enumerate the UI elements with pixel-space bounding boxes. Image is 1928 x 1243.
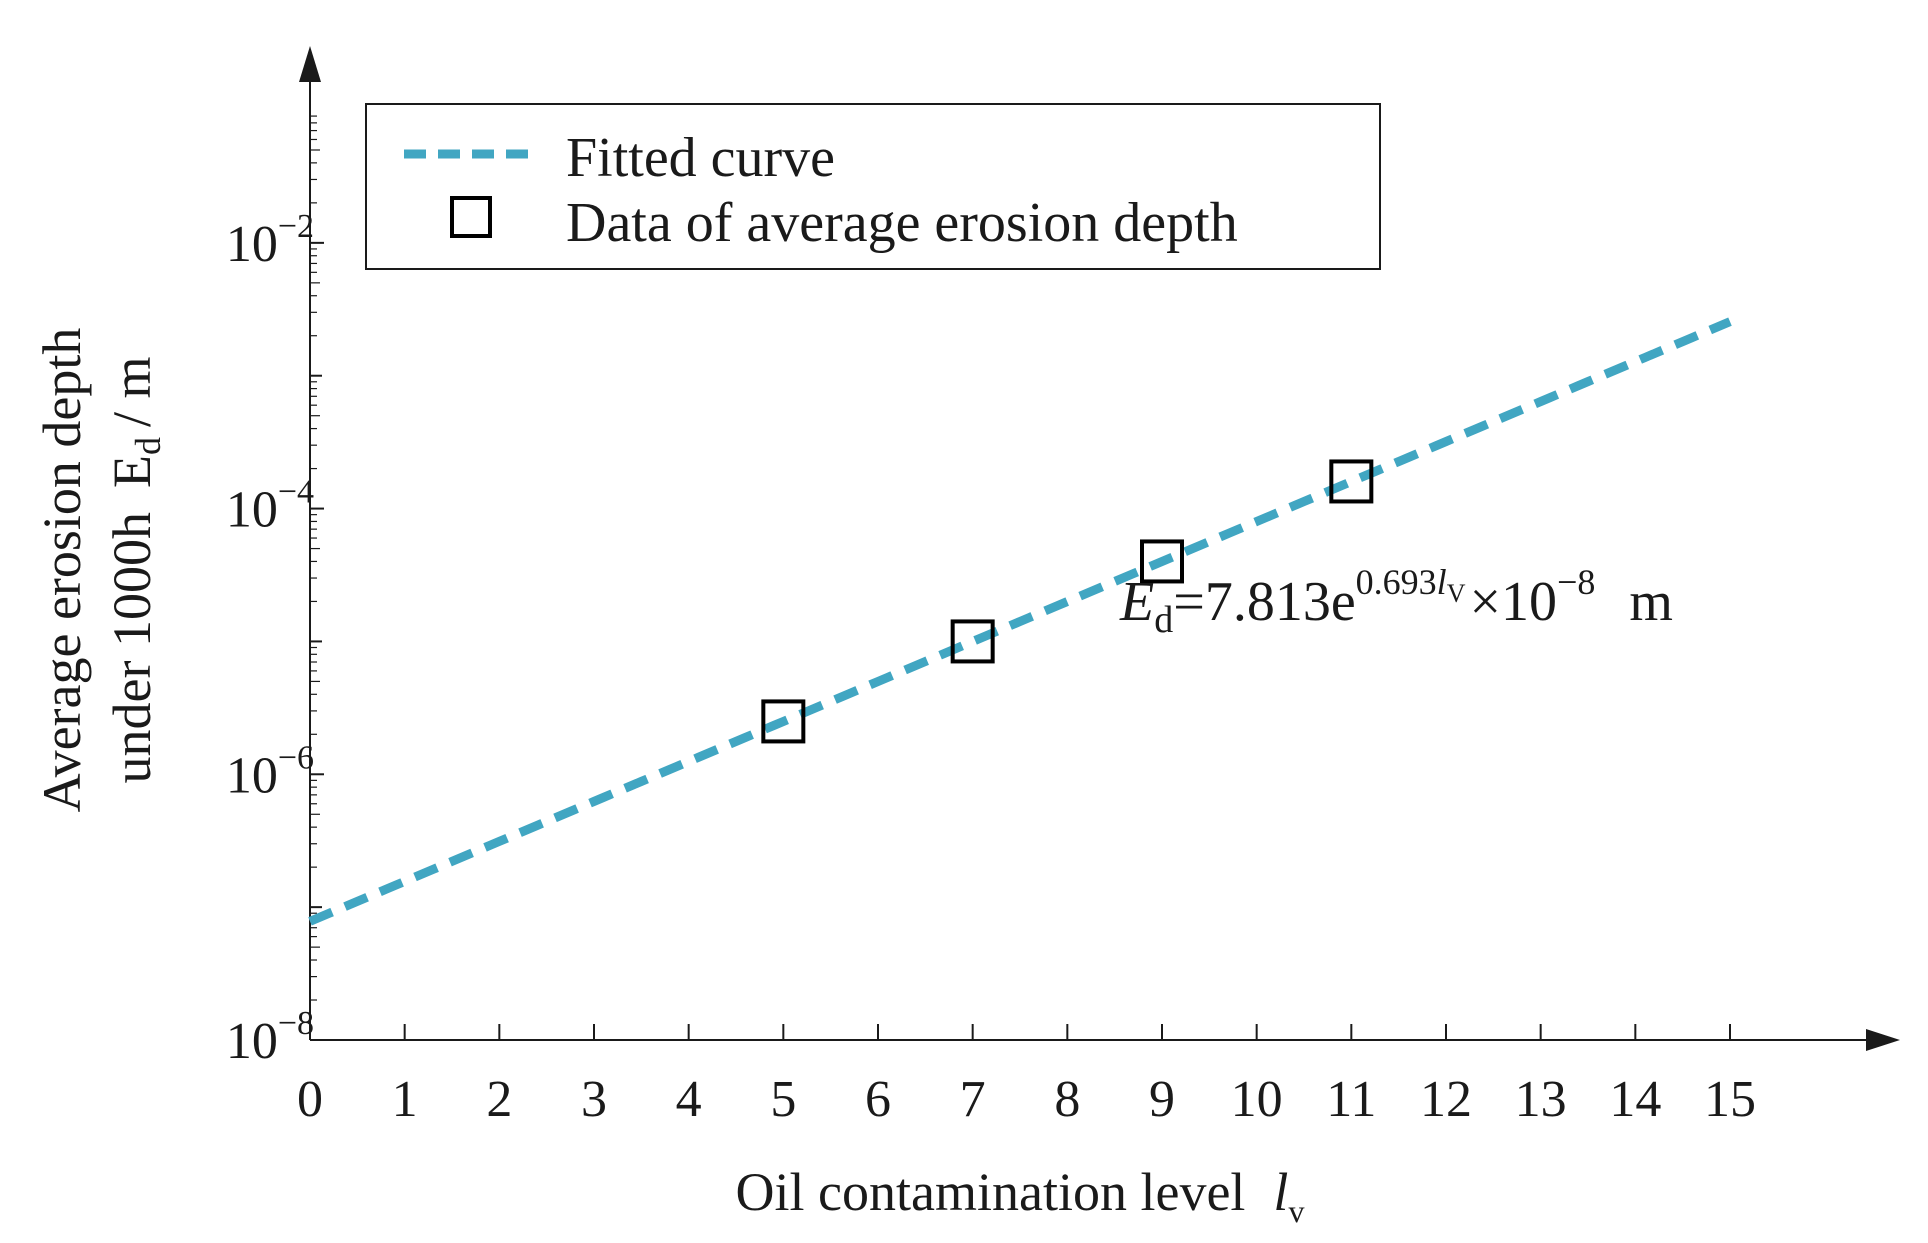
x-axis-title-text: Oil contamination level <box>736 1162 1246 1222</box>
data-point-marker <box>1329 459 1374 504</box>
x-tick-label: 2 <box>486 1071 512 1128</box>
eq-lhs-symbol: E <box>1119 571 1154 633</box>
x-tick-label: 6 <box>865 1071 891 1128</box>
legend-box <box>365 103 1381 270</box>
x-tick-label: 5 <box>770 1071 796 1128</box>
y-minor-ticks <box>310 115 322 1001</box>
x-tick-label: 10 <box>1231 1071 1283 1128</box>
eq-equals: = <box>1173 571 1205 633</box>
y-tick-label: 10−8 <box>226 1005 314 1070</box>
x-tick-label: 14 <box>1609 1071 1661 1128</box>
eq-exp-var: l <box>1437 562 1447 602</box>
fitted-curve-line <box>308 317 1732 926</box>
x-tick-label: 12 <box>1420 1071 1472 1128</box>
eq-power: −8 <box>1557 562 1595 602</box>
y-axis-title: Average erosion depth <box>32 328 92 813</box>
eq-lhs-sub: d <box>1154 599 1173 641</box>
y-axis-title-unit: / m <box>102 357 162 428</box>
y-tick-label: 10−2 <box>226 208 314 273</box>
legend-marker-swatch <box>450 196 492 238</box>
x-tick-label: 8 <box>1054 1071 1080 1128</box>
y-tick-label: 10−6 <box>226 739 314 804</box>
equation-annotation: Ed=7.813e0.693lV×10−8 m <box>1119 562 1673 641</box>
data-point-marker <box>1140 539 1184 584</box>
x-axis-title: Oil contamination level lv <box>736 1162 1305 1229</box>
eq-exp-prefix: 0.693 <box>1356 562 1437 602</box>
y-axis-title-2: under 1000h Ed / m <box>102 357 168 784</box>
legend-fitted-label: Fitted curve <box>566 127 835 189</box>
data-markers <box>761 459 1374 744</box>
x-tick-label: 3 <box>581 1071 607 1128</box>
eq-unit: m <box>1629 571 1673 633</box>
data-point-marker <box>761 699 806 744</box>
y-axis-title-sub: d <box>128 437 168 455</box>
x-axis-title-sub: v <box>1288 1193 1304 1229</box>
x-ticks: 0 1 2 3 4 5 6 7 8 9 10 11 12 13 14 15 <box>297 1024 1756 1128</box>
y-axis-title-line2: under 1000h Ed / m <box>102 357 168 784</box>
y-axis-title-symbol: E <box>102 455 162 488</box>
eq-times: ×10 <box>1469 571 1557 633</box>
x-tick-label: 7 <box>960 1071 986 1128</box>
eq-coefficient: 7.813e <box>1205 571 1356 633</box>
y-tick-label: 10−4 <box>226 474 314 539</box>
legend-data-label: Data of average erosion depth <box>566 192 1238 254</box>
x-tick-label: 11 <box>1326 1071 1376 1128</box>
y-axis-title-line1: Average erosion depth <box>32 328 92 813</box>
x-tick-label: 1 <box>392 1071 418 1128</box>
x-tick-label: 9 <box>1149 1071 1175 1128</box>
eq-exp-sub: V <box>1447 579 1466 608</box>
y-ticks: 10−8 10−6 10−4 10−2 <box>226 208 324 1070</box>
x-tick-label: 13 <box>1515 1071 1567 1128</box>
x-tick-label: 0 <box>297 1071 323 1128</box>
x-tick-label: 4 <box>676 1071 702 1128</box>
legend: Fitted curve Data of average erosion dep… <box>365 103 1381 270</box>
x-axis-arrow <box>1866 1029 1900 1051</box>
x-axis-title-symbol: l <box>1273 1162 1288 1222</box>
y-axis-title-line2-text: under 1000h <box>102 512 162 783</box>
y-axis-arrow <box>299 46 321 82</box>
x-tick-label: 15 <box>1704 1071 1756 1128</box>
data-point-marker <box>950 619 995 664</box>
